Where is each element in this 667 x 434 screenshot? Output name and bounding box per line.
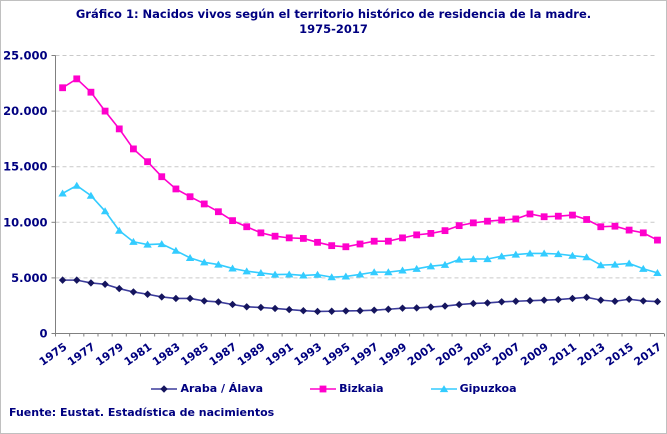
svg-text:2011: 2011	[547, 340, 580, 368]
svg-text:10.000: 10.000	[3, 215, 47, 229]
legend-item-araba: Araba / Álava	[150, 382, 263, 395]
svg-text:1977: 1977	[65, 340, 98, 368]
chart-title: Gráfico 1: Nacidos vivos según el territ…	[1, 7, 666, 37]
legend-item-bizkaia: Bizkaia	[309, 382, 384, 395]
legend-label-gipuzkoa: Gipuzkoa	[459, 382, 517, 395]
svg-text:1983: 1983	[150, 340, 183, 368]
series-2	[58, 181, 662, 281]
svg-text:2017: 2017	[632, 340, 665, 368]
triangle-marker-icon	[430, 384, 457, 392]
svg-text:1995: 1995	[320, 340, 353, 368]
legend: Araba / Álava Bizkaia Gipuzkoa	[1, 382, 666, 395]
svg-text:0: 0	[39, 327, 47, 341]
source-note: Fuente: Eustat. Estadística de nacimient…	[9, 406, 275, 419]
svg-text:5.000: 5.000	[11, 271, 47, 285]
svg-text:1997: 1997	[348, 340, 381, 368]
diamond-marker-icon	[151, 384, 178, 393]
svg-text:2003: 2003	[433, 340, 466, 368]
svg-text:2001: 2001	[405, 340, 438, 368]
svg-text:1985: 1985	[178, 340, 211, 368]
y-axis-labels: 0 5.000 10.000 15.000 20.000 25.000	[3, 49, 47, 341]
chart-title-line2: 1975-2017	[299, 22, 368, 36]
legend-label-araba: Araba / Álava	[180, 382, 264, 395]
line-chart: 05.00010.00015.00020.00025.0001975197719…	[3, 49, 666, 369]
gridlines	[55, 55, 658, 279]
svg-text:2015: 2015	[603, 340, 636, 368]
svg-text:2005: 2005	[462, 340, 495, 368]
svg-text:1999: 1999	[377, 340, 410, 368]
square-marker-icon	[310, 385, 337, 392]
svg-text:1979: 1979	[93, 340, 126, 368]
svg-text:2009: 2009	[518, 340, 551, 368]
svg-text:20.000: 20.000	[3, 104, 47, 118]
svg-text:2013: 2013	[575, 340, 608, 368]
svg-text:1975: 1975	[37, 340, 70, 368]
legend-label-bizkaia: Bizkaia	[339, 382, 384, 395]
svg-text:15.000: 15.000	[3, 160, 47, 174]
svg-text:1987: 1987	[207, 340, 240, 368]
svg-text:2007: 2007	[490, 340, 523, 368]
svg-text:1989: 1989	[235, 340, 268, 368]
series-1	[59, 75, 661, 251]
svg-text:1991: 1991	[263, 340, 296, 368]
svg-text:1993: 1993	[292, 340, 325, 368]
series-0	[58, 276, 662, 316]
chart-title-line1: Gráfico 1: Nacidos vivos según el territ…	[75, 7, 592, 21]
svg-text:25.000: 25.000	[3, 49, 47, 63]
svg-text:1981: 1981	[122, 340, 155, 368]
axes	[51, 55, 666, 337]
legend-item-gipuzkoa: Gipuzkoa	[430, 382, 517, 395]
x-axis-labels: 1975197719791981198319851987198919911993…	[37, 340, 664, 368]
